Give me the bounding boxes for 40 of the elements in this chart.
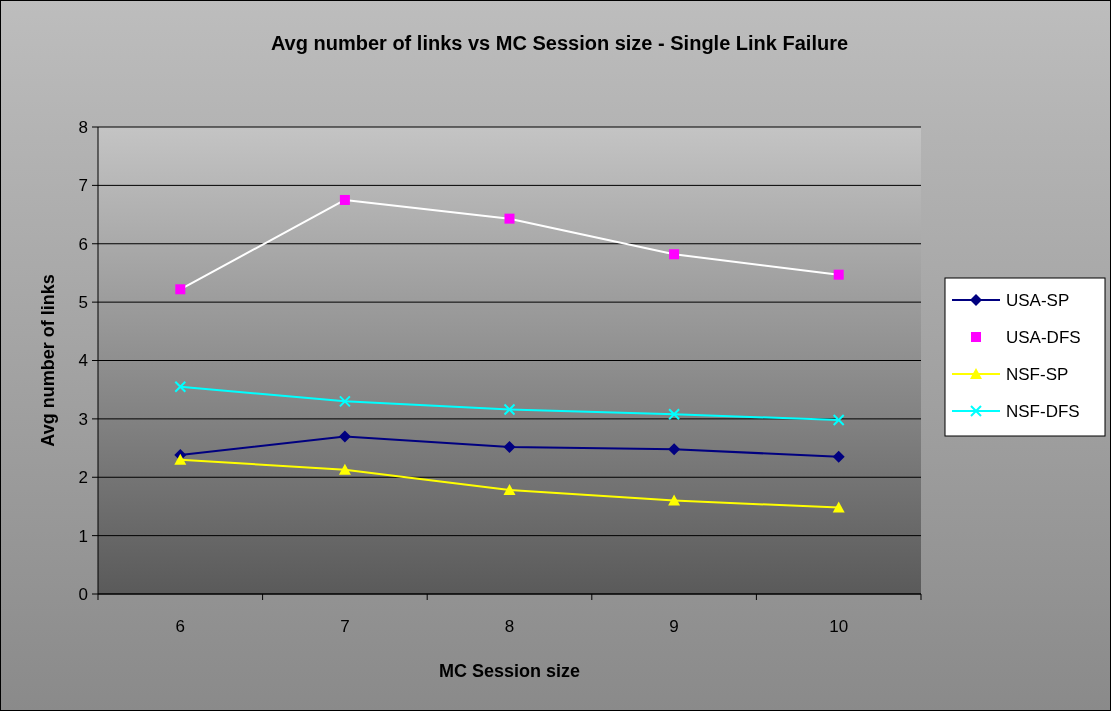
point — [175, 284, 186, 295]
point — [832, 450, 845, 463]
y-tick-label: 5 — [78, 293, 88, 313]
point — [668, 443, 681, 456]
y-tick-label: 7 — [78, 176, 88, 196]
point — [338, 463, 351, 475]
x-axis-title: MC Session size — [438, 661, 581, 681]
x-tick-label: 7 — [340, 617, 350, 636]
point — [339, 194, 350, 205]
chart-title: Avg number of links vs MC Session size - Single Link Failure — [270, 32, 849, 54]
y-axis-title: Avg number of links — [38, 274, 58, 447]
y-tick-label: 8 — [78, 117, 88, 137]
point — [338, 395, 351, 408]
point — [833, 269, 844, 280]
legend-label: USA-SP — [1006, 290, 1070, 310]
point — [503, 440, 516, 453]
x-tick-label: 9 — [669, 617, 679, 636]
x-tick-label: 8 — [504, 617, 515, 636]
point — [669, 249, 680, 260]
legend-label: USA-DFS — [1006, 327, 1081, 347]
point — [503, 403, 516, 416]
y-tick-label: 0 — [78, 584, 88, 604]
legend-label: NSF-DFS — [1006, 401, 1080, 421]
y-tick-label: 3 — [78, 409, 88, 429]
point — [504, 213, 515, 224]
y-tick-label: 6 — [78, 234, 88, 254]
point — [503, 484, 516, 496]
y-tick-label: 4 — [78, 351, 88, 371]
x-tick-label: 10 — [829, 617, 849, 636]
point — [832, 501, 845, 513]
x-tick-label: 6 — [175, 617, 186, 636]
point — [174, 453, 187, 465]
point — [668, 494, 681, 506]
point — [832, 414, 845, 427]
point — [174, 380, 187, 393]
legend-label: NSF-SP — [1006, 364, 1069, 384]
y-tick-label: 2 — [78, 468, 88, 488]
point — [338, 430, 351, 443]
point — [668, 408, 681, 421]
y-tick-label: 1 — [78, 526, 88, 546]
